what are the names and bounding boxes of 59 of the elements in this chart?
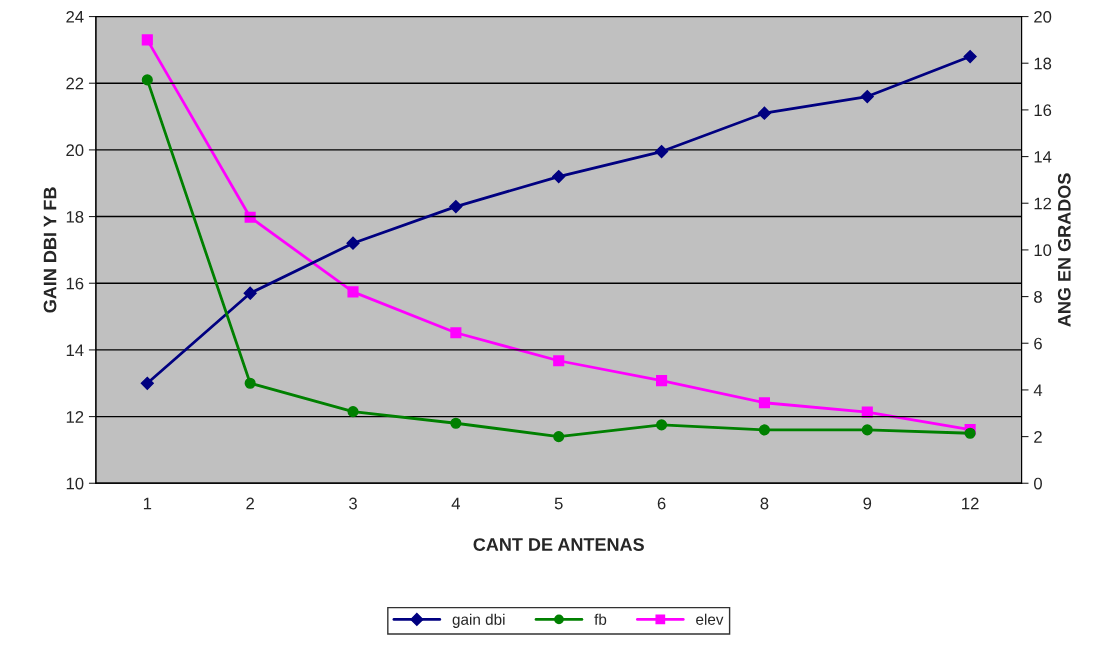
y2-tick-label: 0 bbox=[1034, 477, 1042, 490]
legend-label: elev bbox=[696, 613, 724, 625]
x-tick-label: 9 bbox=[863, 497, 872, 510]
y2-tick-label: 18 bbox=[1034, 57, 1052, 70]
point bbox=[861, 406, 873, 418]
point bbox=[243, 286, 257, 300]
y2-tick-label: 4 bbox=[1033, 384, 1043, 396]
point bbox=[140, 376, 154, 390]
point bbox=[553, 355, 565, 367]
point bbox=[244, 377, 256, 389]
x-tick-label: 5 bbox=[554, 497, 563, 510]
x-tick-label: 6 bbox=[657, 497, 666, 510]
y2-tick-label: 8 bbox=[1034, 290, 1042, 303]
y2-axis-title: ANG EN GRADOS bbox=[1057, 173, 1071, 327]
y-tick-label: 14 bbox=[66, 344, 84, 356]
legend-label: fb bbox=[594, 613, 607, 625]
point bbox=[449, 199, 463, 214]
point bbox=[553, 431, 565, 443]
x-axis-title: CANT DE ANTENAS bbox=[473, 538, 644, 551]
y2-tick-label: 14 bbox=[1034, 151, 1052, 163]
x-tick-label: 1 bbox=[143, 497, 152, 510]
x-tick-label: 12 bbox=[962, 497, 979, 510]
point bbox=[656, 375, 668, 387]
y-tick-label: 10 bbox=[66, 477, 84, 490]
y2-tick-label: 2 bbox=[1034, 430, 1042, 443]
point bbox=[552, 169, 566, 184]
y2-tick-label: 16 bbox=[1034, 104, 1052, 117]
point bbox=[861, 424, 873, 436]
point bbox=[450, 417, 462, 429]
y-tick-label: 24 bbox=[66, 10, 84, 23]
x-tick-label: 4 bbox=[451, 497, 461, 510]
point bbox=[758, 397, 770, 409]
point bbox=[654, 144, 669, 159]
point bbox=[347, 286, 359, 298]
y-tick-label: 20 bbox=[66, 144, 84, 157]
point bbox=[450, 327, 462, 339]
x-tick-label: 8 bbox=[760, 497, 769, 510]
point bbox=[656, 419, 668, 431]
point bbox=[758, 424, 770, 436]
y-axis-title: GAIN DBI Y FB bbox=[43, 187, 57, 313]
y2-tick-label: 6 bbox=[1034, 337, 1042, 350]
y-tick-label: 22 bbox=[66, 77, 84, 90]
y2-tick-label: 20 bbox=[1034, 10, 1052, 23]
point bbox=[757, 106, 772, 120]
point bbox=[346, 236, 360, 250]
point bbox=[141, 74, 153, 86]
x-tick-label: 2 bbox=[246, 497, 254, 510]
y-tick-label: 12 bbox=[66, 410, 84, 423]
y2-tick-label: 10 bbox=[1034, 244, 1052, 257]
point bbox=[860, 89, 874, 104]
point bbox=[347, 406, 359, 418]
y2-tick-label: 12 bbox=[1034, 197, 1052, 210]
x-tick-label: 3 bbox=[349, 497, 357, 510]
point bbox=[141, 34, 153, 46]
legend-label: gain dbi bbox=[452, 613, 505, 628]
y-tick-label: 18 bbox=[66, 210, 84, 223]
point bbox=[244, 211, 256, 223]
point bbox=[963, 49, 977, 64]
y-tick-label: 16 bbox=[66, 277, 84, 290]
